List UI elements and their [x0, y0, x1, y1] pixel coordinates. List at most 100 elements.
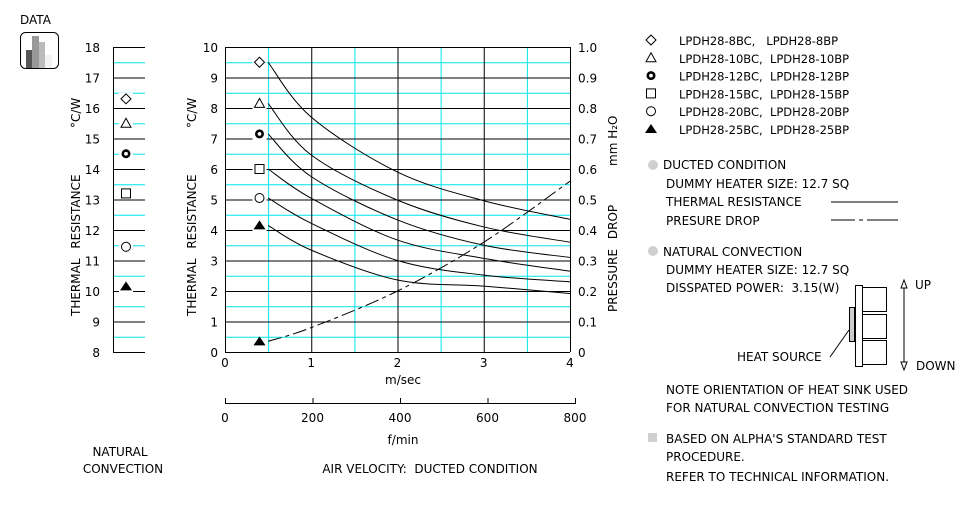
thermal-resistance-key: THERMAL RESISTANCE: [665, 195, 802, 209]
natural-title: NATURAL CONVECTION: [663, 245, 802, 259]
legend-label: LPDH28-20BC, LPDH28-20BP: [679, 105, 849, 119]
y-tick-label: 17: [85, 72, 100, 86]
triangle-marker: [120, 117, 132, 128]
y-tick-label: 9: [92, 316, 100, 330]
bullet-icon: [648, 160, 658, 170]
y-tick-label: 10: [85, 285, 100, 299]
square-bullet-icon: [648, 433, 657, 442]
based-note-2: PROCEDURE.: [666, 450, 745, 464]
y2-tick-label: 1.0: [578, 41, 597, 55]
y-tick-label: 1: [210, 316, 218, 330]
y-tick-label: 7: [210, 133, 218, 147]
y-tick-label: 5: [210, 194, 218, 208]
y2-tick-label: 0.4: [578, 224, 597, 238]
circle-marker: [121, 241, 131, 252]
heat-sink-diagram: [829, 278, 908, 372]
legend-item: LPDH28-12BC, LPDH28-12BP: [646, 70, 849, 84]
legend-item: LPDH28-25BC, LPDH28-25BP: [645, 123, 849, 137]
data-label: DATA: [20, 13, 52, 27]
legend-label: LPDH28-10BC, LPDH28-10BP: [679, 52, 849, 66]
legend-label: LPDH28-25BC, LPDH28-25BP: [679, 123, 849, 137]
y-tick-label: 2: [210, 285, 218, 299]
y2-tick-label: 0.9: [578, 72, 597, 86]
down-label: DOWN: [916, 359, 956, 373]
notes: DUCTED CONDITION DUMMY HEATER SIZE: 12.7…: [648, 158, 956, 484]
legend-item: LPDH28-20BC, LPDH28-20BP: [646, 105, 849, 119]
y-tick-label: 11: [85, 255, 100, 269]
y-tick-label: 12: [85, 224, 100, 238]
square-marker: [254, 164, 265, 174]
bold-circle-marker: [646, 71, 656, 81]
left-y-axis-title: THERMAL RESISTANCE: [69, 174, 83, 317]
ducted-heater: DUMMY HEATER SIZE: 12.7 SQ: [666, 177, 849, 191]
x2-tick-label: 600: [476, 411, 499, 425]
y2-tick-label: 0.2: [578, 285, 597, 299]
bar-chart-icon: [20, 32, 59, 69]
y-tick-label: 10: [203, 41, 218, 55]
natural-title-1: NATURAL: [92, 445, 147, 459]
x-tick-label: 1: [307, 356, 315, 370]
y-tick-label: 8: [92, 346, 100, 360]
y-tick-label: 3: [210, 255, 218, 269]
y-tick-label: 15: [85, 133, 100, 147]
diamond-marker: [253, 56, 266, 68]
right-y-axis-title: PRESSURE DROP: [606, 205, 620, 312]
x2-tick-label: 0: [221, 411, 229, 425]
y2-tick-label: 0.1: [578, 316, 597, 330]
x-tick-label: 3: [480, 356, 488, 370]
y-tick-label: 14: [85, 163, 100, 177]
based-note-3: REFER TO TECHNICAL INFORMATION.: [666, 470, 889, 484]
thermal-resistance-curve: [267, 197, 571, 283]
y-tick-label: 9: [210, 72, 218, 86]
y2-tick-label: 0.6: [578, 163, 597, 177]
x-tick-label: 4: [566, 356, 574, 370]
x2-tick-label: 800: [564, 411, 587, 425]
filled-triangle-marker: [120, 281, 132, 291]
square-marker: [121, 188, 131, 199]
ducted-chart: 01234567891000.10.20.30.40.50.60.70.80.9…: [203, 41, 597, 425]
natural-title-2: CONVECTION: [83, 462, 163, 476]
triangle-marker: [645, 51, 657, 63]
y2-tick-label: 0: [578, 346, 586, 360]
dissipated-power: DISSPATED POWER: 3.15(W): [666, 281, 839, 295]
y-tick-label: 8: [210, 102, 218, 116]
x2-tick-label: 400: [389, 411, 412, 425]
pressure-drop-key: PRESURE DROP: [666, 214, 760, 228]
x2-axis-title: f/min: [388, 433, 419, 447]
main-y-axis-unit: °C/W: [185, 98, 199, 128]
right-y-axis-unit: mm H₂O: [606, 116, 620, 166]
y-tick-label: 13: [85, 194, 100, 208]
natural-heater: DUMMY HEATER SIZE: 12.7 SQ: [666, 263, 849, 277]
circle-marker: [646, 106, 656, 117]
left-y-axis-unit: °C/W: [69, 98, 83, 128]
up-label: UP: [915, 278, 931, 292]
orientation-note-1: NOTE ORIENTATION OF HEAT SINK USED: [666, 383, 908, 397]
thermal-resistance-curve: [267, 61, 571, 220]
filled-triangle-marker: [253, 336, 266, 346]
thermal-resistance-curve: [267, 168, 571, 272]
diamond-marker: [120, 93, 132, 105]
heat-source-label: HEAT SOURCE: [737, 350, 822, 364]
x-axis-title: m/sec: [385, 373, 421, 387]
y-tick-label: 16: [85, 102, 100, 116]
filled-triangle-marker: [253, 220, 266, 230]
legend-item: LPDH28-8BC, LPDH28-8BP: [645, 34, 838, 48]
legend-item: LPDH28-10BC, LPDH28-10BP: [645, 51, 849, 66]
bold-circle-marker: [121, 149, 131, 159]
y2-tick-label: 0.3: [578, 255, 597, 269]
x-tick-label: 0: [221, 356, 229, 370]
main-y-axis-title: THERMAL RESISTANCE: [185, 174, 199, 317]
thermal-resistance-curve: [267, 224, 571, 294]
circle-marker: [254, 192, 265, 203]
y-tick-label: 6: [210, 163, 218, 177]
diamond-marker: [645, 34, 657, 46]
x2-tick-label: 200: [301, 411, 324, 425]
legend-label: LPDH28-12BC, LPDH28-12BP: [679, 70, 849, 84]
triangle-marker: [253, 97, 266, 108]
y2-tick-label: 0.7: [578, 133, 597, 147]
y-tick-label: 4: [210, 224, 218, 238]
bold-circle-marker: [254, 129, 264, 139]
legend-item: LPDH28-15BC, LPDH28-15BP: [646, 87, 849, 101]
legend: LPDH28-8BC, LPDH28-8BP LPDH28-10BC, LPDH2…: [645, 34, 849, 137]
